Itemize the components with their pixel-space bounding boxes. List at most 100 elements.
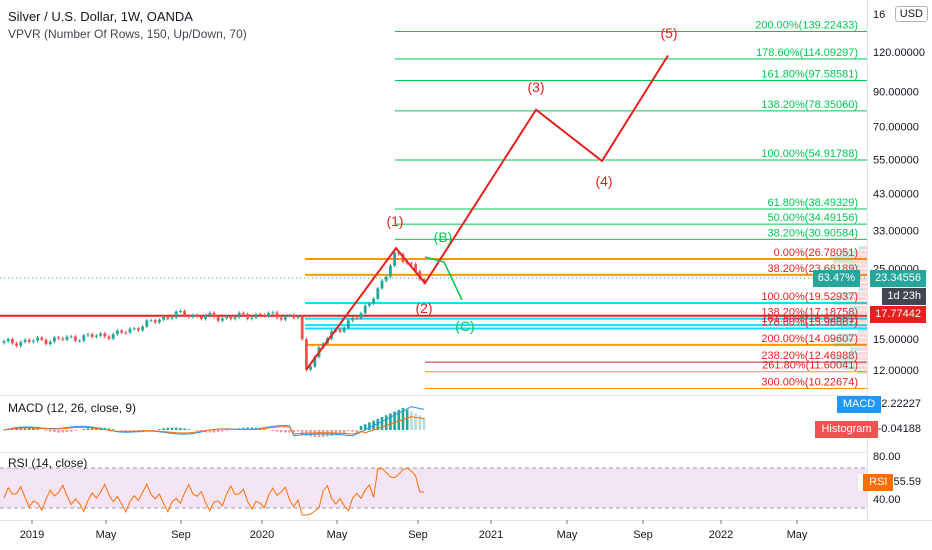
vpvr-up-bar-17 [840,324,857,328]
vpvr-indicator-label[interactable]: VPVR (Number Of Rows, 150, Up/Down, 70) [8,27,247,41]
candle-body-47 [200,316,203,319]
macd-hist-bar-68 [288,430,291,433]
candle-body-36 [153,320,157,323]
candle-body-53 [225,316,228,319]
wave-label-2: (3) [527,79,544,95]
fib-upper-label-6: 50.00%(34.49156) [767,212,858,224]
vpvr-down-bar-17 [856,324,867,328]
candle-body-14 [61,338,65,340]
vpvr-up-bar-24 [832,356,854,361]
macd-hist-bar-25 [107,428,111,430]
macd-hist-bar-62 [263,429,266,430]
macd-hist-bar-17 [74,430,77,431]
price-tick-5: 33.00000 [873,225,919,237]
time-tick-7: May [557,529,578,541]
candle-body-45 [191,314,195,318]
macd-hist-bar-10 [44,430,48,431]
candle-body-35 [149,320,153,322]
currency-button[interactable]: USD [894,6,928,22]
macd-hist-bar-49 [208,430,212,433]
candle-body-54 [229,316,233,319]
candle-body-30 [128,328,132,333]
macd-hist-bar-7 [32,428,35,430]
vpvr-down-bar-15 [853,315,867,319]
macd-hist-bar-93 [393,411,396,430]
macd-label[interactable]: MACD (12, 26, close, 9) [8,401,137,415]
time-tick-10: May [787,529,808,541]
candle-body-61 [258,314,262,316]
time-tick-1: May [96,529,117,541]
candle-body-31 [132,328,136,330]
price-tick-8: 12.00000 [873,365,919,377]
candle-body-34 [145,320,149,327]
fib-lower-label-8: 261.80%(11.60041) [762,360,858,372]
macd-hist-bar-44 [187,429,191,430]
vpvr-down-bar-27 [863,370,867,374]
macd-hist-bar-19 [82,429,86,430]
rsi-tick-0: 80.00 [873,451,901,463]
price-tick-7: 15.00000 [873,334,919,346]
candle-body-15 [65,336,69,340]
candle-body-40 [170,317,174,319]
candle-body-23 [99,333,102,336]
macd-hist-bar-64 [271,430,275,431]
macd-hist-bar-58 [246,427,249,430]
macd-hist-bar-28 [120,430,123,431]
macd-signal-line [3,416,425,435]
macd-hist-bar-66 [279,430,283,433]
candle-body-74 [313,356,317,367]
candle-body-55 [233,317,237,319]
price-tick-top: 16 [873,9,885,21]
macd-hist-bar-98 [414,413,417,430]
candle-body-6 [27,339,31,342]
macd-hist-bar-92 [389,413,392,430]
vpvr-down-bar-8 [856,282,867,287]
macd-hist-bar-74 [313,430,317,437]
macd-hist-bar-91 [384,415,388,430]
candle-body-68 [288,315,291,317]
time-tick-0: 2019 [20,529,44,541]
macd-hist-bar-14 [61,430,65,433]
macd-hist-bar-20 [86,428,90,430]
vpvr-up-bar-19 [838,333,856,338]
fib-upper-label-4: 100.00%(54.91788) [761,148,858,160]
macd-hist-bar-75 [317,430,321,437]
candle-body-66 [279,317,283,320]
candle-body-51 [216,316,220,321]
wave-label-3: (4) [595,173,612,189]
macd-hist-bar-5 [23,427,27,430]
macd-hist-bar-83 [351,430,354,432]
macd-hist-bar-94 [397,409,401,430]
wave-label-0: (1) [386,213,403,229]
candle-body-86 [363,305,367,314]
macd-hist-bar-59 [250,427,254,430]
time-tick-4: May [327,529,348,541]
vpvr-up-bar-15 [832,315,854,319]
macd-hist-bar-99 [418,415,422,430]
macd-hist-bar-16 [69,430,73,432]
candle-body-41 [174,311,178,318]
candle-body-11 [48,341,52,345]
rsi-tick-1: 40.00 [873,494,901,506]
vpvr-down-bar-11 [851,296,867,301]
macd-hist-bar-52 [221,430,224,432]
time-tick-5: Sep [408,529,428,541]
candle-body-42 [179,310,182,312]
candle-body-44 [187,315,191,318]
vpvr-up-bar-20 [829,338,852,342]
macd-hist-bar-13 [57,430,60,433]
fib-lower-label-5: 178.60%(15.98667) [761,317,858,329]
macd-hist-bar-42 [179,427,182,430]
rsi-label[interactable]: RSI (14, close) [8,456,88,470]
vpvr-down-bar-24 [853,356,867,361]
vpvr-down-bar-14 [859,310,867,315]
time-tick-6: 2021 [479,529,503,541]
macd-hist-bar-11 [48,430,52,432]
time-tick-2: Sep [171,529,191,541]
fib-lower-label-0: 0.00%(26.78051) [774,247,858,259]
macd-hist-bar-82 [347,430,350,432]
time-tick-8: Sep [633,529,653,541]
candle-body-7 [32,340,35,342]
macd-hist-bar-65 [275,430,279,432]
